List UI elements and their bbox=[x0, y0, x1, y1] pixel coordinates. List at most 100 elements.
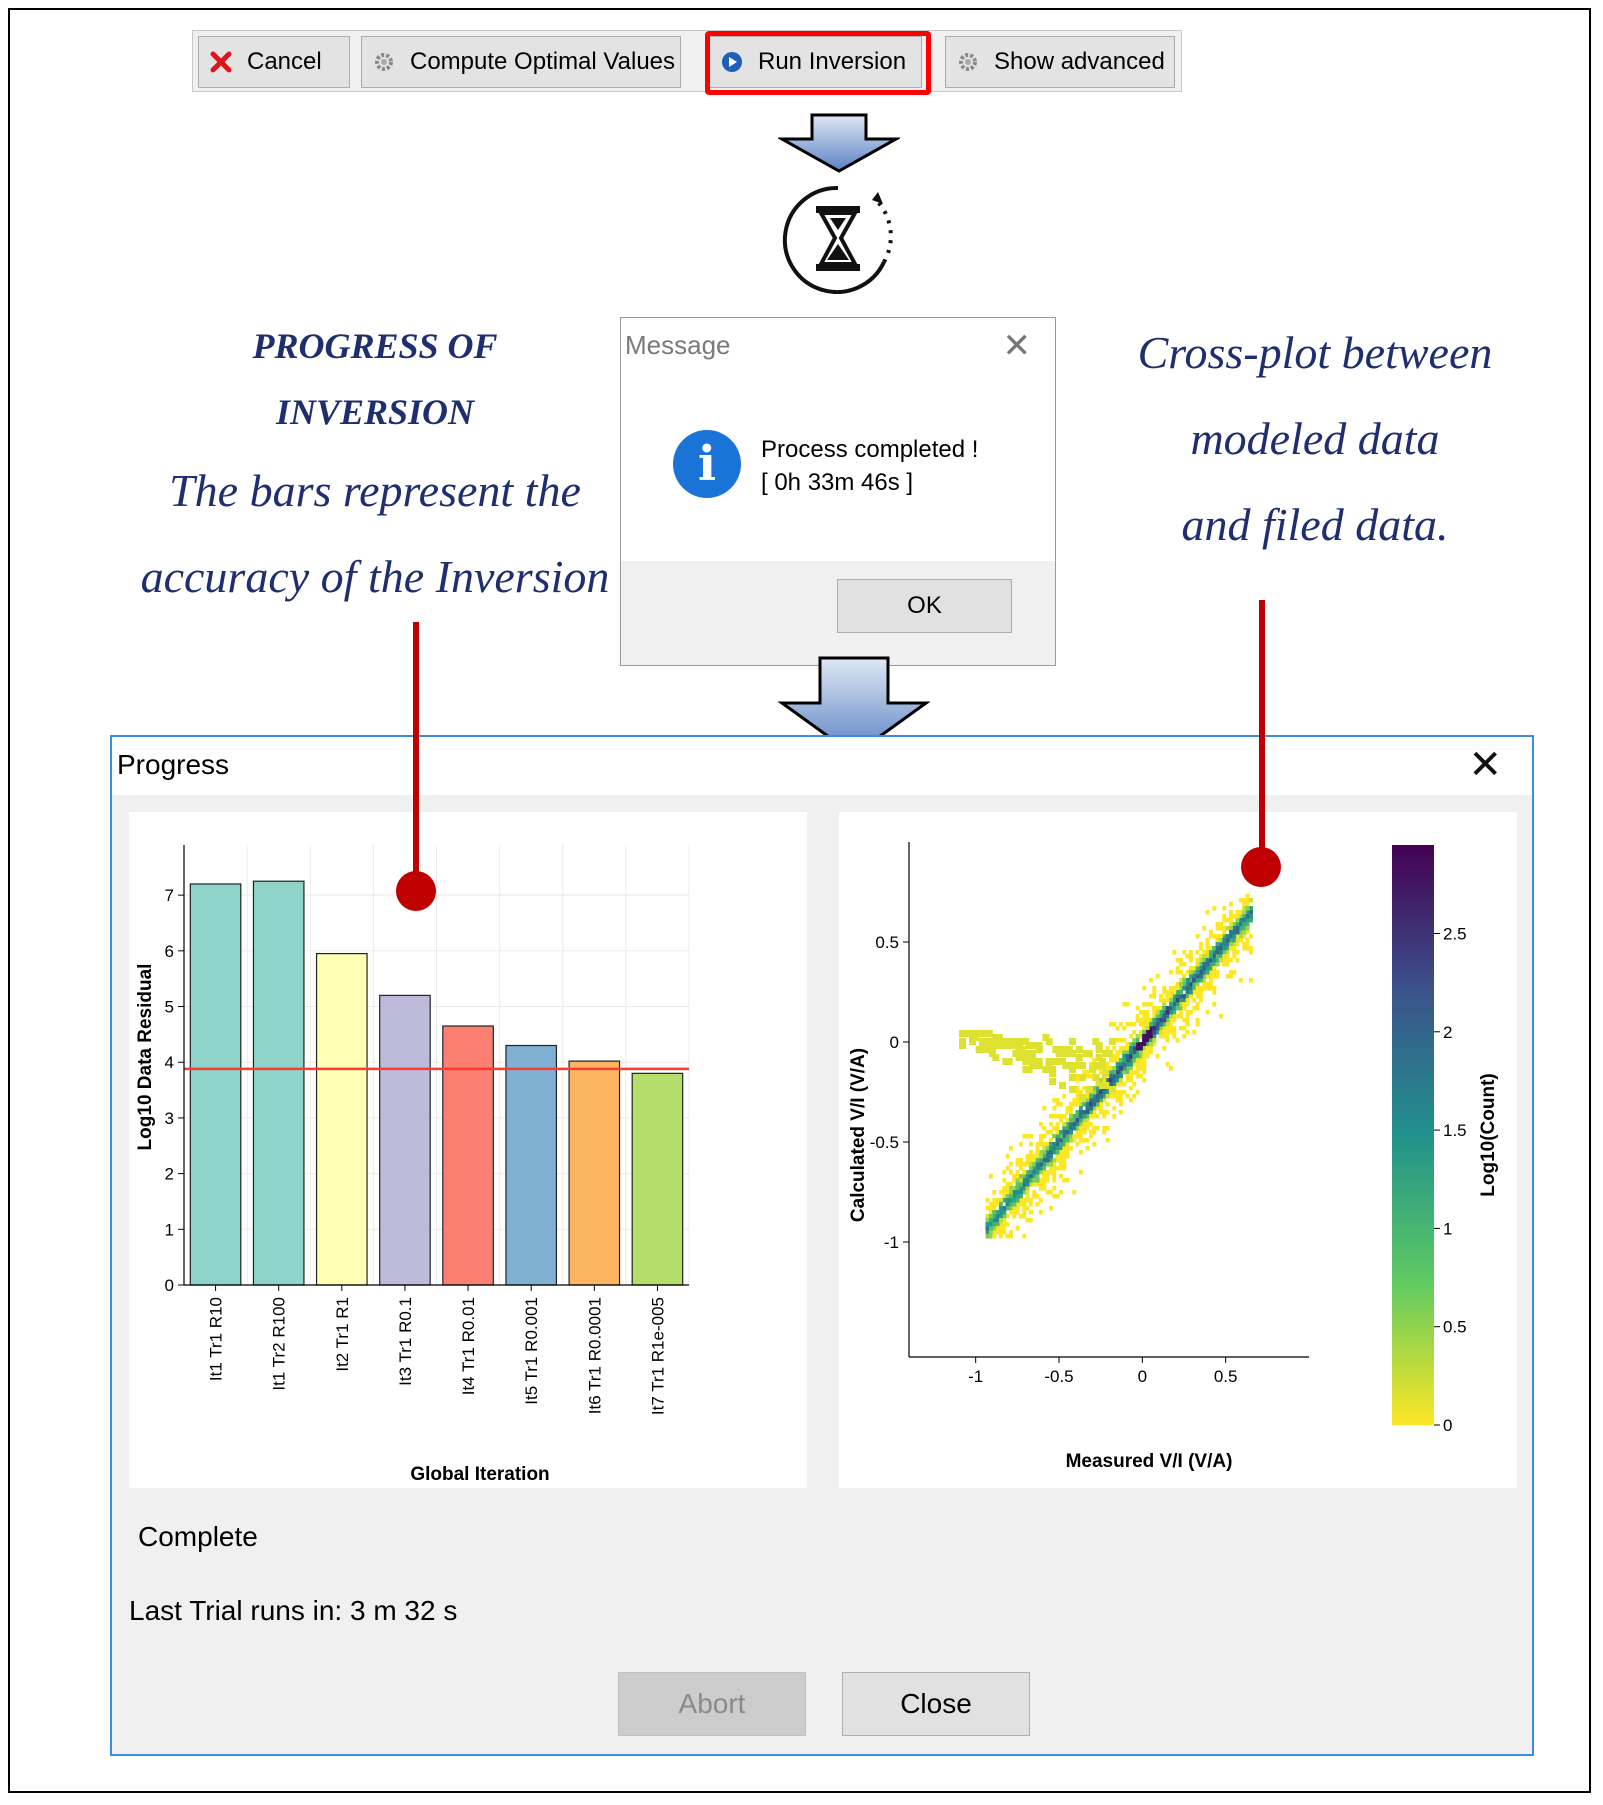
cancel-label: Cancel bbox=[247, 48, 322, 75]
heatmap-cell bbox=[1142, 1066, 1147, 1071]
heatmap-cell bbox=[995, 1198, 1000, 1203]
heatmap-cell bbox=[1225, 938, 1230, 943]
heatmap-cell bbox=[1235, 958, 1240, 963]
heatmap-cell bbox=[1102, 1094, 1107, 1099]
heatmap-cell bbox=[1209, 982, 1213, 987]
heatmap-cell bbox=[1075, 1054, 1083, 1061]
heatmap-cell bbox=[1239, 926, 1243, 931]
heatmap-cell bbox=[1202, 978, 1207, 983]
progress-window-title: Progress bbox=[117, 749, 230, 780]
close-button[interactable]: Close bbox=[842, 1672, 1030, 1736]
heatmap-cell bbox=[1095, 1102, 1100, 1107]
show-advanced-button[interactable]: Show advanced bbox=[945, 36, 1175, 88]
residual-bar-chart-panel: 0 1 2 3 4 5 6 7 It1 Tr1 R10 It1 Tr2 R100 It2 Tr1 R… bbox=[129, 812, 807, 1488]
heatmap-cell bbox=[1105, 1110, 1110, 1115]
heatmap-cell bbox=[992, 1054, 1000, 1061]
heatmap-cell bbox=[1042, 1178, 1047, 1183]
heatmap-cell bbox=[1132, 1062, 1137, 1067]
heatmap-cell bbox=[1229, 930, 1233, 935]
heatmap-cell bbox=[1229, 922, 1233, 927]
heatmap-cell bbox=[1209, 962, 1213, 967]
heatmap-cell bbox=[1132, 1094, 1137, 1099]
heatmap-cell bbox=[1052, 1170, 1057, 1175]
heatmap-cell bbox=[1159, 1006, 1163, 1011]
heatmap-cell bbox=[1195, 982, 1200, 987]
heatmap-cell bbox=[1235, 934, 1240, 939]
heatmap-cell bbox=[1169, 998, 1173, 1003]
heatmap-cell bbox=[1132, 1022, 1137, 1027]
heatmap-cell bbox=[1145, 1042, 1150, 1047]
heatmap-cell bbox=[1212, 950, 1217, 955]
x-tick-label: It3 Tr1 R0.1 bbox=[396, 1297, 415, 1386]
heatmap-cell bbox=[1239, 910, 1243, 915]
heatmap-cell bbox=[1175, 982, 1180, 987]
progress-close-icon[interactable]: ✕ bbox=[1468, 743, 1502, 787]
heatmap-cell bbox=[1199, 994, 1203, 999]
heatmap-cell bbox=[985, 1030, 993, 1037]
heatmap-cell bbox=[1202, 962, 1207, 967]
abort-button[interactable]: Abort bbox=[618, 1672, 806, 1736]
heatmap-cell bbox=[1025, 1186, 1030, 1191]
heatmap-cell bbox=[1065, 1150, 1070, 1155]
heatmap-cell bbox=[1079, 1110, 1083, 1115]
heatmap-cell bbox=[1012, 1214, 1017, 1219]
heatmap-cell bbox=[1082, 1138, 1087, 1143]
heatmap-cell bbox=[1005, 1222, 1010, 1227]
heatmap-cell bbox=[1012, 1210, 1017, 1215]
heatmap-cell bbox=[1169, 1030, 1173, 1035]
heatmap-cell bbox=[1145, 1002, 1150, 1007]
heatmap-cell bbox=[1129, 1078, 1133, 1083]
heatmap-cell bbox=[1172, 1014, 1177, 1019]
heatmap-cell bbox=[995, 1202, 1000, 1207]
heatmap-cell bbox=[1122, 1066, 1127, 1071]
message-close-icon[interactable]: ✕ bbox=[1002, 327, 1032, 365]
heatmap-cell bbox=[1022, 1178, 1027, 1183]
heatmap-cell bbox=[1122, 1026, 1127, 1031]
heatmap-cell bbox=[1065, 1046, 1073, 1053]
heatmap-cell bbox=[1129, 1098, 1133, 1103]
heatmap-cell bbox=[1092, 1086, 1097, 1091]
heatmap-cell bbox=[1199, 966, 1203, 971]
heatmap-cell bbox=[1075, 1086, 1080, 1091]
heatmap-cell bbox=[1235, 938, 1240, 943]
heatmap-cell bbox=[1079, 1114, 1083, 1119]
heatmap-cell bbox=[1075, 1078, 1080, 1083]
run-inversion-button[interactable]: Run Inversion bbox=[709, 36, 922, 88]
heatmap-cell bbox=[1089, 1122, 1093, 1127]
ok-button[interactable]: OK bbox=[837, 579, 1012, 633]
heatmap-cell bbox=[1005, 1038, 1013, 1045]
heatmap-cell bbox=[1082, 1122, 1087, 1127]
heatmap-cell bbox=[1235, 926, 1240, 931]
heatmap-cell bbox=[1075, 1102, 1080, 1107]
heatmap-cell bbox=[1059, 1058, 1066, 1065]
heatmap-cell bbox=[1142, 1034, 1147, 1039]
heatmap-cell bbox=[1189, 958, 1193, 963]
heatmap-cell bbox=[1205, 974, 1210, 979]
heatmap-cell bbox=[1019, 1178, 1023, 1183]
heatmap-cell bbox=[995, 1222, 1000, 1227]
heatmap-cell bbox=[1039, 1166, 1043, 1171]
heatmap-cell bbox=[1139, 1030, 1143, 1035]
heatmap-cell bbox=[1179, 1002, 1183, 1007]
heatmap-cell bbox=[1022, 1210, 1027, 1215]
heatmap-cell bbox=[1149, 994, 1153, 999]
cancel-button[interactable]: Cancel bbox=[198, 36, 350, 88]
colorbar-tick-label: 0.5 bbox=[1443, 1318, 1467, 1337]
heatmap-cell bbox=[1002, 1190, 1007, 1195]
heatmap-cell bbox=[1029, 1218, 1033, 1223]
heatmap-cell bbox=[1002, 1058, 1010, 1065]
heatmap-cell bbox=[1112, 1054, 1117, 1059]
heatmap-cell bbox=[1025, 1162, 1030, 1167]
heatmap-cell bbox=[1222, 918, 1227, 923]
heatmap-cell bbox=[1135, 1046, 1140, 1051]
heatmap-cell bbox=[1125, 1062, 1130, 1067]
heatmap-cell bbox=[1049, 1138, 1053, 1143]
heatmap-cell bbox=[1072, 1102, 1077, 1107]
heatmap-cell bbox=[995, 1218, 1000, 1223]
heatmap-cell bbox=[1169, 1006, 1173, 1011]
heatmap-cell bbox=[1025, 1218, 1030, 1223]
heatmap-cell bbox=[1062, 1130, 1067, 1135]
compute-optimal-values-button[interactable]: Compute Optimal Values bbox=[361, 36, 681, 88]
colorbar-tick-label: 1 bbox=[1443, 1219, 1452, 1238]
heatmap-cell bbox=[1022, 1050, 1030, 1057]
